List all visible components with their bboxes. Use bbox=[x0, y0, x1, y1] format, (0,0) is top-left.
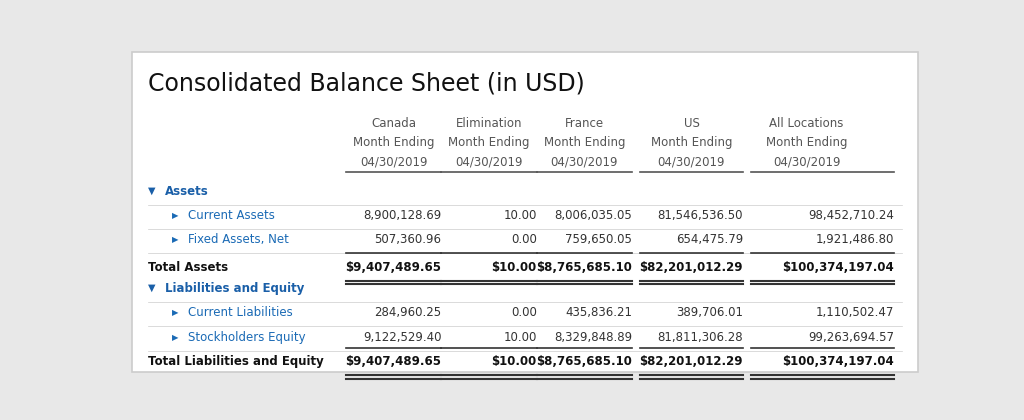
Text: 0.00: 0.00 bbox=[511, 306, 537, 319]
Text: 04/30/2019: 04/30/2019 bbox=[360, 155, 428, 168]
Text: Current Assets: Current Assets bbox=[187, 209, 274, 222]
Text: 81,546,536.50: 81,546,536.50 bbox=[657, 209, 743, 222]
Text: ▶: ▶ bbox=[172, 235, 178, 244]
Text: Month Ending: Month Ending bbox=[544, 136, 625, 149]
Text: Month Ending: Month Ending bbox=[449, 136, 529, 149]
Text: Stockholders Equity: Stockholders Equity bbox=[187, 331, 305, 344]
Text: 435,836.21: 435,836.21 bbox=[565, 306, 632, 319]
Text: Canada: Canada bbox=[372, 117, 417, 130]
Text: $10.00: $10.00 bbox=[492, 355, 537, 368]
Text: 9,122,529.40: 9,122,529.40 bbox=[362, 331, 441, 344]
Text: 04/30/2019: 04/30/2019 bbox=[657, 155, 725, 168]
Text: Month Ending: Month Ending bbox=[353, 136, 434, 149]
Text: 04/30/2019: 04/30/2019 bbox=[773, 155, 841, 168]
Text: 8,329,848.89: 8,329,848.89 bbox=[554, 331, 632, 344]
Text: 284,960.25: 284,960.25 bbox=[375, 306, 441, 319]
Text: ▼: ▼ bbox=[147, 186, 156, 196]
Text: ▶: ▶ bbox=[172, 333, 178, 342]
Text: Month Ending: Month Ending bbox=[650, 136, 732, 149]
Text: ▶: ▶ bbox=[172, 211, 178, 220]
Text: $8,765,685.10: $8,765,685.10 bbox=[536, 260, 632, 273]
Text: Fixed Assets, Net: Fixed Assets, Net bbox=[187, 233, 289, 246]
FancyBboxPatch shape bbox=[132, 52, 918, 372]
Text: 507,360.96: 507,360.96 bbox=[375, 233, 441, 246]
Text: $82,201,012.29: $82,201,012.29 bbox=[640, 260, 743, 273]
Text: All Locations: All Locations bbox=[769, 117, 844, 130]
Text: 8,900,128.69: 8,900,128.69 bbox=[364, 209, 441, 222]
Text: Liabilities and Equity: Liabilities and Equity bbox=[165, 281, 305, 294]
Text: 759,650.05: 759,650.05 bbox=[565, 233, 632, 246]
Text: 99,263,694.57: 99,263,694.57 bbox=[808, 331, 894, 344]
Text: 654,475.79: 654,475.79 bbox=[676, 233, 743, 246]
Text: 10.00: 10.00 bbox=[504, 331, 537, 344]
Text: 1,921,486.80: 1,921,486.80 bbox=[815, 233, 894, 246]
Text: 8,006,035.05: 8,006,035.05 bbox=[554, 209, 632, 222]
Text: 04/30/2019: 04/30/2019 bbox=[551, 155, 618, 168]
Text: Consolidated Balance Sheet (in USD): Consolidated Balance Sheet (in USD) bbox=[147, 71, 585, 95]
Text: Total Assets: Total Assets bbox=[147, 260, 228, 273]
Text: Total Liabilities and Equity: Total Liabilities and Equity bbox=[147, 355, 324, 368]
Text: 0.00: 0.00 bbox=[511, 233, 537, 246]
Text: Current Liabilities: Current Liabilities bbox=[187, 306, 292, 319]
Text: $10.00: $10.00 bbox=[492, 260, 537, 273]
Text: ▼: ▼ bbox=[147, 283, 156, 293]
Text: France: France bbox=[565, 117, 604, 130]
Text: 1,110,502.47: 1,110,502.47 bbox=[815, 306, 894, 319]
Text: $8,765,685.10: $8,765,685.10 bbox=[536, 355, 632, 368]
Text: Month Ending: Month Ending bbox=[766, 136, 847, 149]
Text: 10.00: 10.00 bbox=[504, 209, 537, 222]
Text: 04/30/2019: 04/30/2019 bbox=[456, 155, 523, 168]
Text: 389,706.01: 389,706.01 bbox=[676, 306, 743, 319]
Text: Assets: Assets bbox=[165, 184, 209, 197]
Text: ▶: ▶ bbox=[172, 308, 178, 317]
Text: $100,374,197.04: $100,374,197.04 bbox=[782, 355, 894, 368]
Text: US: US bbox=[683, 117, 699, 130]
Text: $9,407,489.65: $9,407,489.65 bbox=[345, 355, 441, 368]
Text: $100,374,197.04: $100,374,197.04 bbox=[782, 260, 894, 273]
Text: $82,201,012.29: $82,201,012.29 bbox=[640, 355, 743, 368]
Text: 98,452,710.24: 98,452,710.24 bbox=[808, 209, 894, 222]
Text: Elimination: Elimination bbox=[456, 117, 522, 130]
Text: 81,811,306.28: 81,811,306.28 bbox=[657, 331, 743, 344]
Text: $9,407,489.65: $9,407,489.65 bbox=[345, 260, 441, 273]
